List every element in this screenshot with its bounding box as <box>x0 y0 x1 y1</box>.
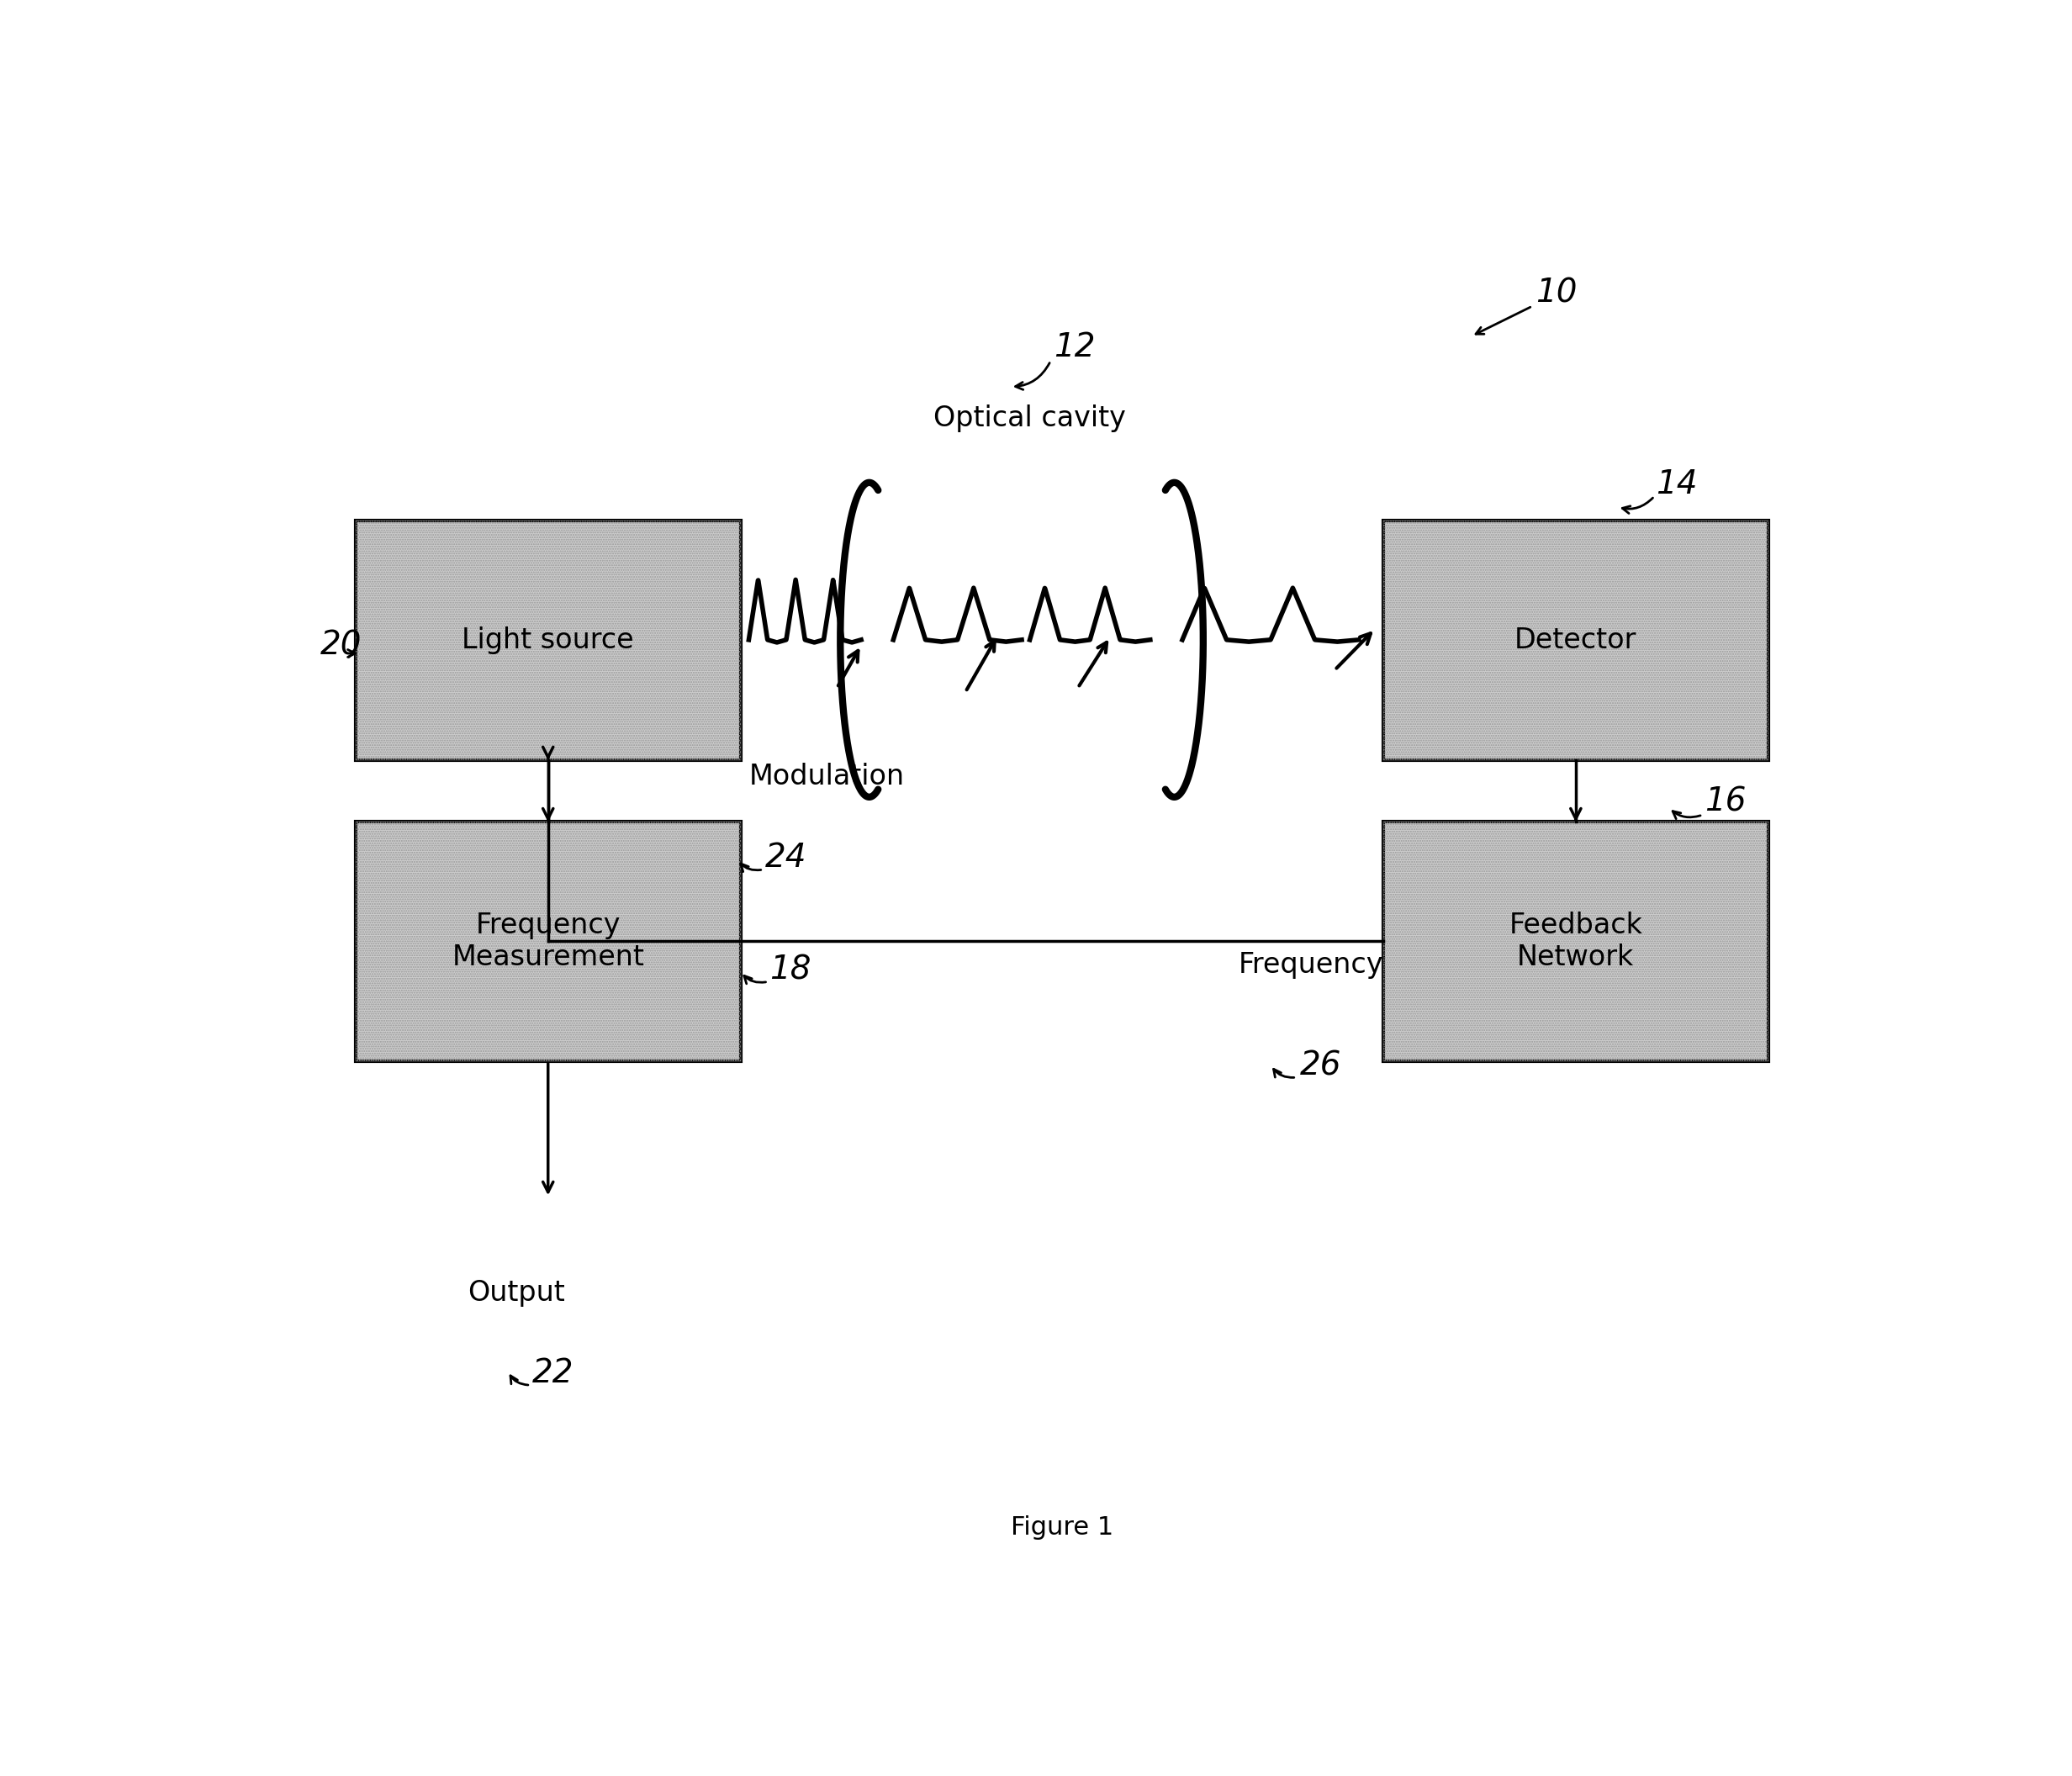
Text: 22: 22 <box>533 1357 574 1389</box>
Bar <box>1384 822 1769 1060</box>
Text: 14: 14 <box>1656 469 1697 501</box>
Bar <box>1384 520 1769 760</box>
Bar <box>356 520 742 760</box>
Text: Figure 1: Figure 1 <box>1011 1515 1113 1540</box>
Text: Light source: Light source <box>462 627 634 654</box>
Text: 18: 18 <box>769 954 812 986</box>
Bar <box>356 822 742 1060</box>
Text: 24: 24 <box>765 842 806 874</box>
Bar <box>1384 520 1769 760</box>
Text: 12: 12 <box>1055 332 1096 364</box>
Bar <box>356 822 742 1060</box>
Bar <box>356 520 742 760</box>
Text: Modulation: Modulation <box>748 762 905 790</box>
Text: Frequency: Frequency <box>1239 952 1384 979</box>
Text: 16: 16 <box>1703 785 1747 817</box>
Text: Feedback
Network: Feedback Network <box>1508 911 1643 971</box>
Text: 26: 26 <box>1299 1050 1341 1082</box>
Text: Output: Output <box>468 1279 566 1307</box>
Text: Optical cavity: Optical cavity <box>934 405 1125 432</box>
Text: 20: 20 <box>319 630 363 662</box>
Text: Frequency
Measurement: Frequency Measurement <box>452 911 644 971</box>
Text: 10: 10 <box>1535 277 1577 309</box>
Text: Detector: Detector <box>1515 627 1637 654</box>
Bar <box>1384 822 1769 1060</box>
